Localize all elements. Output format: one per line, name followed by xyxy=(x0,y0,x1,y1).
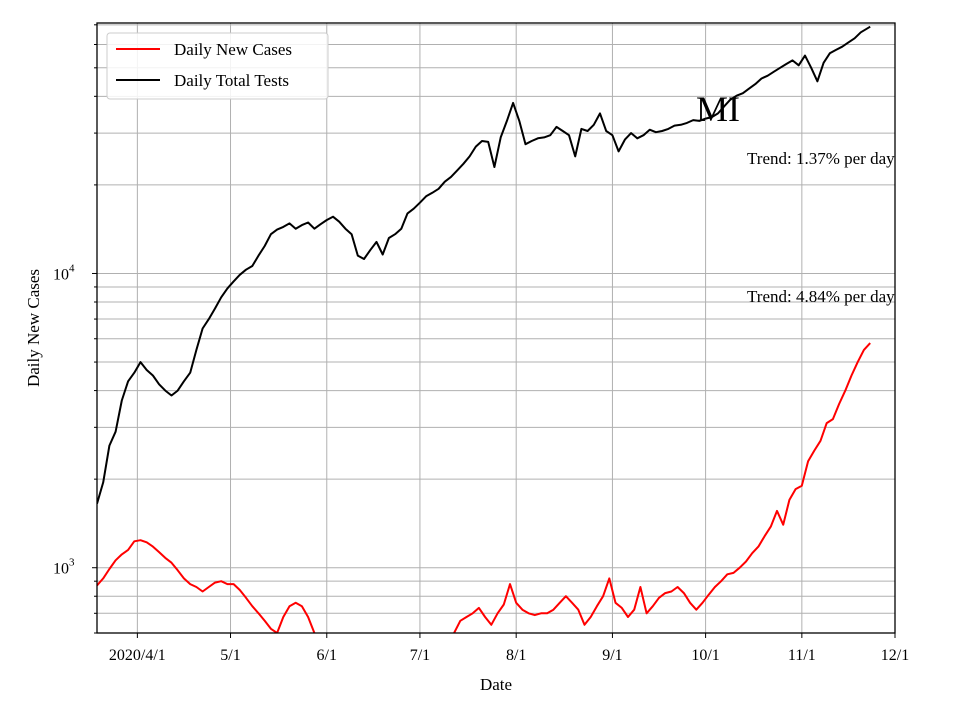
legend-label-cases: Daily New Cases xyxy=(174,40,292,59)
y-tick-label: 103 xyxy=(53,557,75,578)
x-tick-label: 6/1 xyxy=(317,647,337,664)
x-tick-label: 12/1 xyxy=(881,647,909,664)
trend-annotation-cases: Trend: 4.84% per day xyxy=(747,287,895,306)
x-tick-label: 8/1 xyxy=(506,647,526,664)
legend: Daily New Cases Daily Total Tests xyxy=(106,32,329,100)
y-axis-title: Daily New Cases xyxy=(24,269,43,387)
x-tick-label: 7/1 xyxy=(410,647,430,664)
plot-frame xyxy=(96,22,896,634)
trend-annotation-tests: Trend: 1.37% per day xyxy=(747,149,895,168)
x-tick-label: 2020/4/1 xyxy=(109,647,166,664)
state-label: MI xyxy=(696,89,740,129)
grid xyxy=(97,23,896,634)
axis-ticks: 2020/4/1 5/1 6/1 7/1 8/1 9/1 10/1 11/1 12/1 103 10… xyxy=(53,24,909,664)
x-tick-label: 9/1 xyxy=(602,647,622,664)
x-axis-title: Date xyxy=(480,675,512,694)
x-tick-label: 11/1 xyxy=(788,647,816,664)
daily-new-cases-line xyxy=(97,342,871,633)
x-tick-label: 5/1 xyxy=(220,647,240,664)
y-tick-label: 104 xyxy=(53,262,75,283)
daily-total-tests-line xyxy=(97,25,871,504)
series-lines xyxy=(97,25,871,633)
legend-label-tests: Daily Total Tests xyxy=(174,71,289,90)
x-tick-label: 10/1 xyxy=(691,647,719,664)
legend-box xyxy=(106,32,329,100)
